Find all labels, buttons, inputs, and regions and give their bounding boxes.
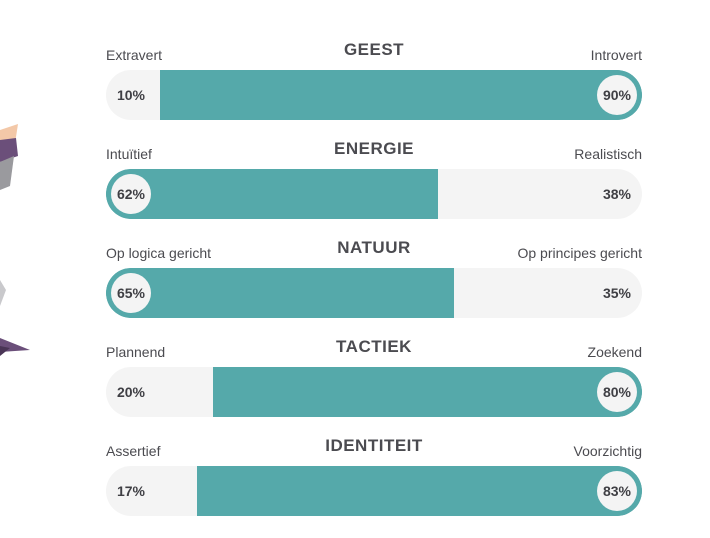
trait-bar: 65% 35% [106, 268, 642, 318]
trait-right-percent: 80% [597, 372, 637, 412]
trait-left-percent: 17% [111, 471, 151, 511]
trait-right-percent: 35% [597, 273, 637, 313]
trait-dominant-ring [106, 268, 152, 318]
trait-title: NATUUR [337, 238, 411, 257]
trait-left-label: Plannend [106, 344, 166, 360]
trait-bar: 20% 80% [106, 367, 642, 417]
trait-bar-fill [106, 169, 439, 219]
trait-right-percent: 90% [597, 75, 637, 115]
trait-left-percent: 10% [111, 75, 151, 115]
trait-bar-fill [197, 466, 642, 516]
trait-title: GEEST [343, 40, 405, 59]
trait-left-label: Intuïtief [106, 146, 152, 162]
trait-right-percent: 38% [597, 174, 637, 214]
trait-bar: 62% 38% [106, 169, 642, 219]
trait-row-identiteit: IDENTITEIT Assertief Voorzichtig 17% 83% [106, 436, 642, 528]
trait-bar-fill [213, 367, 642, 417]
trait-left-percent: 20% [111, 372, 151, 412]
trait-right-label: Op principes gericht [517, 245, 642, 261]
trait-dominant-ring [596, 367, 642, 417]
trait-row-geest: GEEST Extravert Introvert 10% 90% [106, 40, 642, 132]
trait-left-percent: 65% [111, 273, 151, 313]
trait-left-label: Op logica gericht [106, 245, 212, 261]
trait-title: IDENTITEIT [325, 436, 423, 455]
trait-bar-fill [106, 268, 455, 318]
trait-dominant-ring [596, 70, 642, 120]
trait-right-label: Voorzichtig [573, 443, 642, 459]
trait-title: TACTIEK [336, 337, 412, 356]
trait-right-percent: 83% [597, 471, 637, 511]
trait-bar-fill [159, 70, 642, 120]
trait-dominant-ring [106, 169, 152, 219]
trait-row-natuur: NATUUR Op logica gericht Op principes ge… [106, 238, 642, 330]
trait-right-label: Realistisch [574, 146, 642, 162]
trait-bar: 17% 83% [106, 466, 642, 516]
trait-bar: 10% 90% [106, 70, 642, 120]
trait-right-label: Zoekend [587, 344, 642, 360]
trait-title: ENERGIE [333, 139, 415, 158]
trait-row-tactiek: TACTIEK Plannend Zoekend 20% 80% [106, 337, 642, 429]
trait-dominant-ring [596, 466, 642, 516]
trait-left-label: Assertief [106, 443, 161, 459]
trait-row-energie: ENERGIE Intuïtief Realistisch 62% 38% [106, 139, 642, 231]
character-illustration [0, 124, 30, 356]
trait-right-label: Introvert [590, 47, 642, 63]
trait-left-percent: 62% [111, 174, 151, 214]
trait-left-label: Extravert [106, 47, 163, 63]
